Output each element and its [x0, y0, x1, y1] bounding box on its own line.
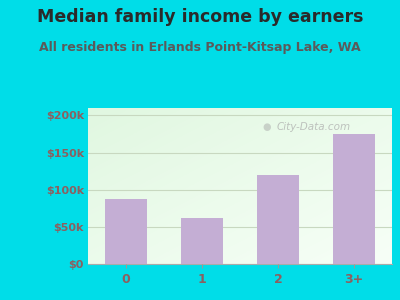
Text: All residents in Erlands Point-Kitsap Lake, WA: All residents in Erlands Point-Kitsap La…: [39, 40, 361, 53]
Bar: [333, 134, 375, 264]
Bar: [105, 199, 147, 264]
Text: ●: ●: [263, 122, 271, 132]
Text: City-Data.com: City-Data.com: [276, 122, 351, 132]
Bar: [257, 175, 299, 264]
Bar: [181, 218, 223, 264]
Text: Median family income by earners: Median family income by earners: [37, 8, 363, 26]
